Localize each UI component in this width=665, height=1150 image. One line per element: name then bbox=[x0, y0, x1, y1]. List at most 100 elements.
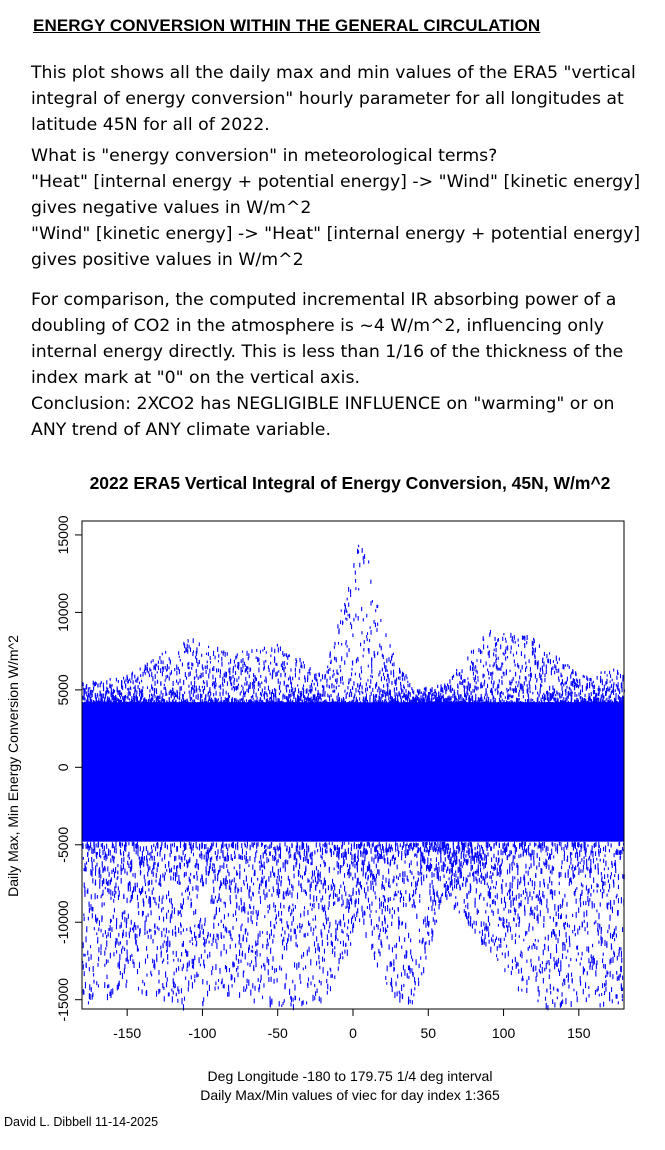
data-point bbox=[291, 842, 293, 849]
data-point bbox=[448, 697, 450, 701]
data-point bbox=[179, 701, 181, 705]
data-point bbox=[355, 891, 357, 895]
data-point bbox=[472, 701, 474, 705]
data-point bbox=[178, 874, 180, 882]
data-point bbox=[382, 894, 384, 898]
data-point bbox=[220, 934, 223, 939]
data-point bbox=[138, 911, 140, 916]
data-point bbox=[113, 859, 115, 864]
data-point bbox=[192, 842, 194, 848]
data-point bbox=[119, 849, 121, 855]
data-point bbox=[128, 842, 130, 846]
data-point bbox=[433, 873, 435, 878]
data-point bbox=[450, 879, 452, 885]
data-point bbox=[455, 695, 457, 701]
data-point bbox=[299, 973, 301, 980]
data-point bbox=[310, 881, 312, 889]
data-point bbox=[417, 702, 419, 707]
data-point bbox=[475, 871, 477, 875]
data-point bbox=[356, 878, 358, 884]
data-point bbox=[197, 662, 199, 667]
data-point bbox=[299, 851, 301, 858]
data-point bbox=[239, 864, 241, 870]
data-point bbox=[263, 694, 265, 700]
data-point bbox=[217, 660, 220, 663]
data-point bbox=[263, 693, 265, 697]
data-point bbox=[210, 846, 212, 851]
data-point bbox=[314, 876, 316, 883]
data-point bbox=[309, 885, 311, 890]
data-point bbox=[101, 697, 103, 702]
data-point bbox=[366, 906, 368, 909]
data-point bbox=[455, 699, 457, 704]
data-point bbox=[156, 852, 159, 857]
data-point bbox=[359, 881, 361, 888]
data-point bbox=[241, 848, 244, 855]
data-point bbox=[481, 650, 483, 654]
data-point bbox=[330, 693, 332, 698]
data-point bbox=[240, 942, 242, 949]
data-point bbox=[286, 890, 288, 895]
data-point bbox=[200, 698, 202, 703]
data-point bbox=[402, 702, 404, 706]
data-point bbox=[390, 844, 392, 849]
data-point bbox=[213, 692, 215, 697]
data-point bbox=[119, 924, 121, 929]
data-point bbox=[339, 865, 341, 872]
data-point bbox=[104, 982, 106, 989]
data-point bbox=[357, 656, 359, 660]
data-point bbox=[254, 680, 256, 684]
data-point bbox=[350, 678, 352, 682]
data-point bbox=[306, 858, 308, 863]
data-point bbox=[146, 702, 149, 706]
data-point bbox=[387, 904, 389, 912]
data-point bbox=[432, 899, 434, 906]
data-point bbox=[228, 885, 230, 890]
data-point bbox=[236, 655, 238, 659]
data-point bbox=[279, 965, 281, 971]
data-point bbox=[331, 941, 334, 947]
data-point bbox=[271, 647, 273, 652]
data-point bbox=[222, 851, 224, 859]
data-point bbox=[123, 697, 126, 703]
data-point-cluster bbox=[82, 702, 624, 842]
data-point bbox=[329, 893, 331, 897]
data-point bbox=[102, 933, 104, 938]
data-point bbox=[203, 681, 205, 685]
data-point bbox=[221, 656, 223, 661]
data-point bbox=[178, 701, 180, 706]
data-point bbox=[173, 907, 176, 915]
data-point bbox=[377, 856, 379, 861]
data-point bbox=[221, 650, 223, 654]
data-point bbox=[279, 701, 281, 706]
data-point bbox=[374, 695, 376, 701]
data-point bbox=[252, 910, 254, 915]
data-point bbox=[261, 688, 263, 693]
data-point bbox=[387, 691, 389, 694]
data-point bbox=[501, 698, 503, 701]
data-point bbox=[500, 863, 503, 867]
data-point bbox=[263, 875, 265, 879]
data-point bbox=[388, 657, 390, 662]
data-point bbox=[117, 876, 119, 879]
data-point bbox=[395, 953, 397, 960]
data-point bbox=[488, 696, 490, 701]
data-point bbox=[443, 702, 445, 707]
data-point bbox=[334, 844, 336, 852]
data-point bbox=[492, 939, 494, 943]
data-point bbox=[306, 688, 308, 694]
data-point bbox=[490, 937, 493, 942]
data-point bbox=[164, 856, 166, 860]
data-point bbox=[459, 681, 461, 685]
data-point bbox=[453, 851, 455, 857]
data-point bbox=[231, 879, 233, 882]
data-point bbox=[178, 911, 180, 915]
data-point bbox=[264, 893, 266, 901]
data-point bbox=[194, 924, 196, 928]
data-point bbox=[241, 669, 243, 672]
data-point bbox=[171, 996, 173, 1003]
data-point bbox=[165, 689, 167, 693]
data-point bbox=[160, 883, 162, 887]
data-point bbox=[373, 651, 375, 656]
data-point bbox=[167, 702, 169, 705]
